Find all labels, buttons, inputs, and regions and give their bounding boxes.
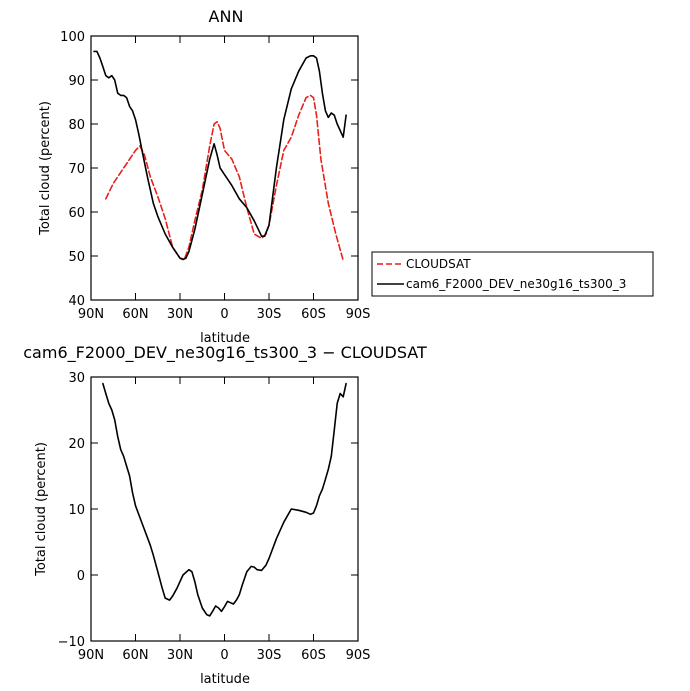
top-x-tick-label: 60N <box>122 307 148 322</box>
top-y-axis: 40 50 60 70 80 90 100 <box>60 30 358 309</box>
bottom-x-axis-label: latitude <box>200 672 250 687</box>
top-x-tick-label: 60S <box>301 307 326 322</box>
top-y-tick-label: 90 <box>68 74 85 89</box>
top-y-axis-label: Total cloud (percent) <box>38 101 53 236</box>
bottom-y-tick-label: 20 <box>68 437 85 452</box>
bottom-series-group <box>102 382 347 617</box>
top-x-tick-label: 30N <box>167 307 193 322</box>
bottom-y-tick-label: 10 <box>68 503 85 518</box>
bottom-y-axis-label: Total cloud (percent) <box>34 442 49 577</box>
bottom-x-tick-label: 60S <box>301 648 326 663</box>
top-x-axis-label: latitude <box>200 331 250 346</box>
bottom-series-line-0 <box>102 382 347 617</box>
top-y-tick-label: 80 <box>68 118 85 133</box>
legend-box <box>371 251 654 297</box>
bottom-y-axis: −10 0 10 20 30 <box>58 371 358 650</box>
bottom-y-tick-label: 30 <box>68 371 85 386</box>
bottom-x-tick-label: 0 <box>220 648 228 663</box>
top-y-tick-label: 70 <box>68 162 85 177</box>
bottom-plot-frame <box>90 376 359 642</box>
bottom-x-tick-label: 60N <box>122 648 148 663</box>
bottom-y-tick-label: −10 <box>58 635 85 650</box>
bottom-x-tick-label: 30N <box>167 648 193 663</box>
top-x-tick-label: 0 <box>220 307 228 322</box>
bottom-panel: cam6_F2000_DEV_ne30g16_ts300_3 − CLOUDSA… <box>23 343 427 687</box>
bottom-x-tick-label: 90S <box>346 648 371 663</box>
legend: CLOUDSAT cam6_F2000_DEV_ne30g16_ts300_3 <box>371 251 654 297</box>
top-series-line-1 <box>93 50 347 261</box>
legend-label-cloudsat: CLOUDSAT <box>406 257 471 271</box>
bottom-y-tick-label: 0 <box>77 569 85 584</box>
top-y-tick-label: 60 <box>68 206 85 221</box>
top-series-line-0 <box>105 94 345 262</box>
top-chart-title: ANN <box>209 7 244 26</box>
top-plot-frame <box>90 35 359 301</box>
top-x-tick-label: 30S <box>257 307 282 322</box>
bottom-x-tick-label: 30S <box>257 648 282 663</box>
top-x-tick-label: 90N <box>78 307 104 322</box>
bottom-x-axis: 90N 60N 30N 0 30S 60S 90S <box>78 377 371 663</box>
top-x-axis: 90N 60N 30N 0 30S 60S 90S <box>78 36 371 322</box>
top-y-tick-label: 40 <box>68 294 85 309</box>
top-y-tick-label: 50 <box>68 250 85 265</box>
top-series-group <box>93 50 347 262</box>
top-y-tick-label: 100 <box>60 30 85 45</box>
top-x-tick-label: 90S <box>346 307 371 322</box>
bottom-x-tick-label: 90N <box>78 648 104 663</box>
legend-label-model: cam6_F2000_DEV_ne30g16_ts300_3 <box>406 277 626 291</box>
bottom-chart-title: cam6_F2000_DEV_ne30g16_ts300_3 − CLOUDSA… <box>23 343 427 363</box>
